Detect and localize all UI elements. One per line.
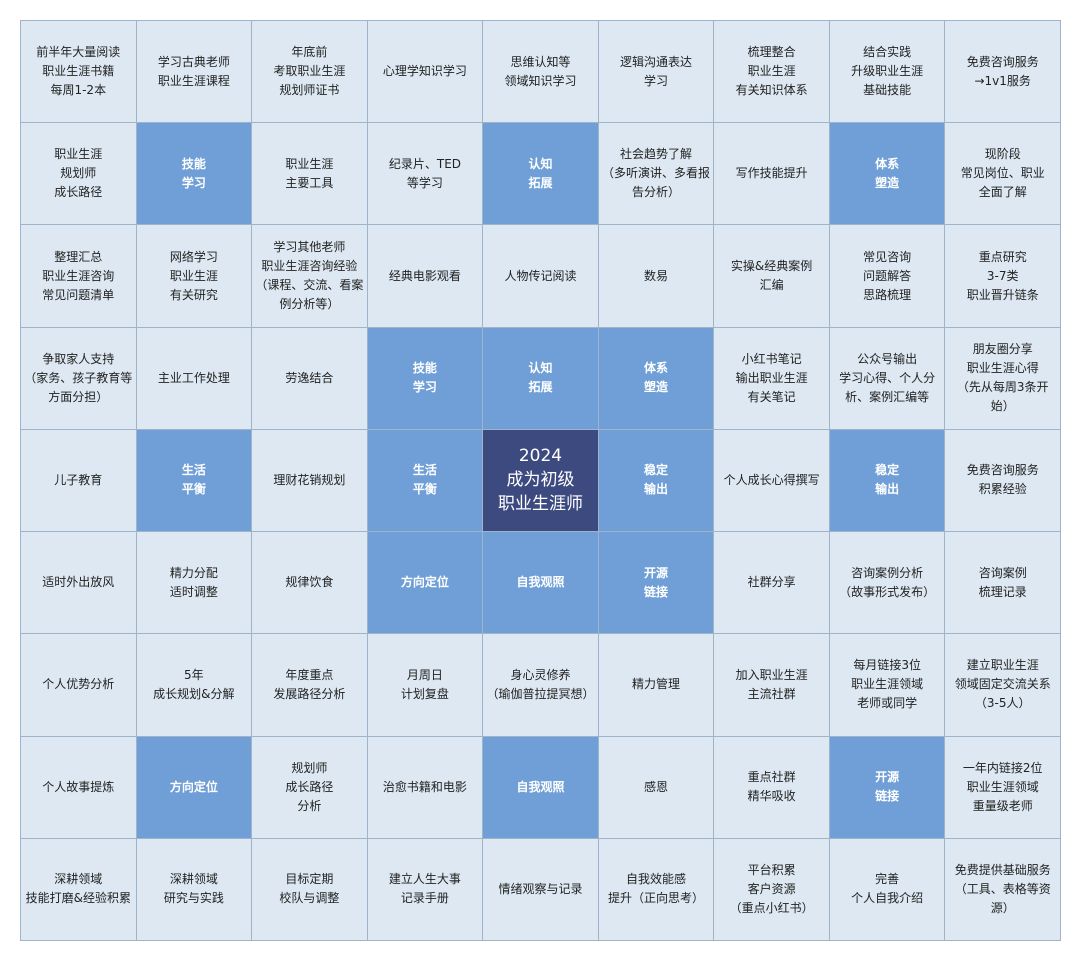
goal-cell: 学习古典老师 职业生涯课程: [136, 21, 253, 124]
goal-cell: 小红书笔记 输出职业生涯 有关笔记: [714, 327, 830, 430]
theme-cell: 开源 链接: [829, 736, 946, 839]
goal-cell: 月周日 计划复盘: [367, 634, 484, 737]
theme-cell: 方向定位: [136, 736, 253, 839]
theme-cell: 技能 学习: [136, 123, 253, 226]
goal-cell: 前半年大量阅读 职业生涯书籍 每周1-2本: [21, 21, 137, 124]
goal-cell: 免费咨询服务 积累经验: [945, 429, 1061, 533]
goal-cell: 职业生涯 主要工具: [252, 123, 368, 226]
goal-cell: 儿子教育: [21, 429, 137, 533]
theme-cell: 认知 拓展: [483, 123, 599, 226]
goal-cell: 纪录片、TED 等学习: [367, 123, 484, 226]
theme-cell: 生活 平衡: [367, 429, 484, 533]
theme-cell: 稳定 输出: [598, 429, 715, 533]
goal-cell: 数易: [598, 225, 715, 328]
goal-cell: 经典电影观看: [367, 225, 484, 328]
goal-cell: 咨询案例 梳理记录: [945, 532, 1061, 635]
goal-cell: 年度重点 发展路径分析: [252, 634, 368, 737]
goal-cell: 免费提供基础服务 （工具、表格等资 源）: [945, 838, 1061, 941]
goal-cell: 写作技能提升: [714, 123, 830, 226]
goal-cell: 人物传记阅读: [483, 225, 599, 328]
mandala-grid: 前半年大量阅读 职业生涯书籍 每周1-2本 学习古典老师 职业生涯课程 年底前 考取…: [20, 20, 1061, 941]
goal-cell: 精力分配 适时调整: [136, 532, 253, 635]
goal-cell: 网络学习 职业生涯 有关研究: [136, 225, 253, 328]
goal-cell: 心理学知识学习: [367, 21, 484, 124]
center-goal-cell: 2024 成为初级 职业生涯师: [483, 429, 599, 533]
goal-cell: 重点研究 3-7类 职业晋升链条: [945, 225, 1061, 328]
goal-cell: 个人成长心得撰写: [714, 429, 830, 533]
goal-cell: 规划师 成长路径 分析: [252, 736, 368, 839]
goal-cell: 建立职业生涯 领域固定交流关系 （3-5人）: [945, 634, 1061, 737]
goal-cell: 情绪观察与记录: [483, 838, 599, 941]
goal-cell: 劳逸结合: [252, 327, 368, 430]
goal-cell: 规律饮食: [252, 532, 368, 635]
goal-cell: 建立人生大事 记录手册: [367, 838, 484, 941]
goal-cell: 目标定期 校队与调整: [252, 838, 368, 941]
goal-cell: 公众号输出 学习心得、个人分 析、案例汇编等: [829, 327, 946, 430]
goal-cell: 个人优势分析: [21, 634, 137, 737]
goal-cell: 咨询案例分析 （故事形式发布）: [829, 532, 946, 635]
goal-cell: 精力管理: [598, 634, 715, 737]
goal-cell: 自我效能感 提升（正向思考）: [598, 838, 715, 941]
theme-cell: 生活 平衡: [136, 429, 253, 533]
theme-cell: 方向定位: [367, 532, 484, 635]
goal-cell: 适时外出放风: [21, 532, 137, 635]
theme-cell: 自我观照: [483, 736, 599, 839]
goal-cell: 个人故事提炼: [21, 736, 137, 839]
goal-cell: 身心灵修养 （瑜伽普拉提冥想）: [483, 634, 599, 737]
goal-cell: 职业生涯 规划师 成长路径: [21, 123, 137, 226]
goal-cell: 加入职业生涯 主流社群: [714, 634, 830, 737]
goal-cell: 整理汇总 职业生涯咨询 常见问题清单: [21, 225, 137, 328]
goal-cell: 学习其他老师 职业生涯咨询经验 （课程、交流、看案 例分析等）: [252, 225, 368, 328]
goal-cell: 常见咨询 问题解答 思路梳理: [829, 225, 946, 328]
goal-cell: 一年内链接2位 职业生涯领域 重量级老师: [945, 736, 1061, 839]
theme-cell: 体系 塑造: [598, 327, 715, 430]
theme-cell: 自我观照: [483, 532, 599, 635]
goal-cell: 实操&经典案例 汇编: [714, 225, 830, 328]
goal-cell: 平台积累 客户资源 （重点小红书）: [714, 838, 830, 941]
goal-cell: 现阶段 常见岗位、职业 全面了解: [945, 123, 1061, 226]
goal-cell: 每月链接3位 职业生涯领域 老师或同学: [829, 634, 946, 737]
goal-cell: 朋友圈分享 职业生涯心得 （先从每周3条开 始）: [945, 327, 1061, 430]
goal-cell: 结合实践 升级职业生涯 基础技能: [829, 21, 946, 124]
goal-cell: 理财花销规划: [252, 429, 368, 533]
goal-cell: 完善 个人自我介绍: [829, 838, 946, 941]
theme-cell: 体系 塑造: [829, 123, 946, 226]
theme-cell: 认知 拓展: [483, 327, 599, 430]
goal-cell: 深耕领域 技能打磨&经验积累: [21, 838, 137, 941]
goal-cell: 治愈书籍和电影: [367, 736, 484, 839]
theme-cell: 技能 学习: [367, 327, 484, 430]
goal-cell: 重点社群 精华吸收: [714, 736, 830, 839]
goal-cell: 免费咨询服务 →1v1服务: [945, 21, 1061, 124]
goal-cell: 5年 成长规划&分解: [136, 634, 253, 737]
goal-cell: 年底前 考取职业生涯 规划师证书: [252, 21, 368, 124]
goal-cell: 争取家人支持 （家务、孩子教育等 方面分担）: [21, 327, 137, 430]
goal-cell: 深耕领域 研究与实践: [136, 838, 253, 941]
goal-cell: 梳理整合 职业生涯 有关知识体系: [714, 21, 830, 124]
goal-cell: 社群分享: [714, 532, 830, 635]
goal-cell: 社会趋势了解 （多听演讲、多看报 告分析）: [598, 123, 715, 226]
goal-cell: 逻辑沟通表达 学习: [598, 21, 715, 124]
goal-cell: 感恩: [598, 736, 715, 839]
goal-cell: 思维认知等 领域知识学习: [483, 21, 599, 124]
theme-cell: 稳定 输出: [829, 429, 946, 533]
goal-cell: 主业工作处理: [136, 327, 253, 430]
theme-cell: 开源 链接: [598, 532, 715, 635]
